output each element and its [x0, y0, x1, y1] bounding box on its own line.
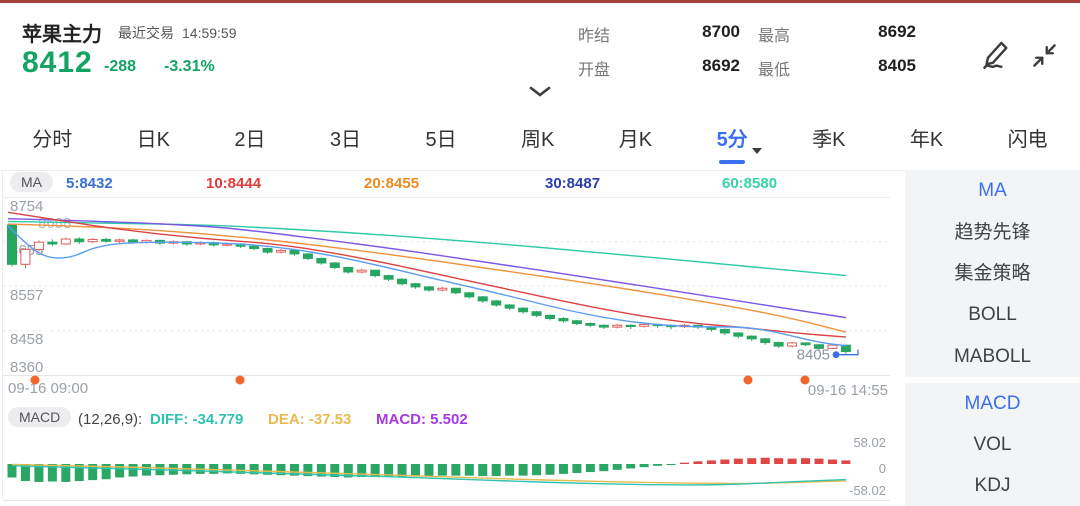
instrument-name: 苹果主力: [22, 24, 102, 46]
macd-y-tick: 0: [878, 461, 886, 476]
price-change-percent: -3.31%: [164, 58, 215, 75]
macd-dea-value: DEA: -37.53: [268, 411, 352, 428]
tab-flash[interactable]: 闪电: [1007, 128, 1048, 151]
sidebar-item-vol[interactable]: VOL: [973, 434, 1012, 455]
sidebar-item-ma[interactable]: MA: [978, 180, 1007, 202]
ma60-value: 60:8580: [722, 175, 778, 192]
macd-panel[interactable]: [0, 433, 890, 501]
pen-draw-icon[interactable]: [978, 38, 1012, 77]
tab-5min[interactable]: 5分: [715, 119, 762, 164]
last-trade-time: 14:59:59: [182, 25, 237, 41]
tab-3day[interactable]: 3日: [329, 128, 362, 151]
macd-y-tick: -58.02: [849, 483, 886, 498]
sidebar-item-trend-pioneer[interactable]: 趋势先锋: [954, 221, 1031, 243]
tab-quarterly[interactable]: 季K: [812, 128, 846, 151]
macd-y-tick: 58.02: [853, 435, 886, 450]
high-value: 8692: [878, 22, 916, 41]
last-price: 8412: [22, 46, 93, 79]
ma-badge[interactable]: MA: [10, 172, 53, 192]
ma5-value: 5:8432: [66, 175, 113, 192]
low-label: 最低: [758, 62, 791, 79]
tab-daily[interactable]: 日K: [136, 128, 170, 151]
tab-minute[interactable]: 分时: [32, 128, 73, 151]
sidebar-item-macd[interactable]: MACD: [964, 393, 1021, 414]
last-trade-row: 最近交易 14:59:59: [118, 23, 245, 43]
y-axis-tick: 8360: [10, 359, 44, 376]
prev-settle-value: 8700: [702, 22, 740, 41]
macd-bottom-border: [3, 500, 890, 501]
x-axis-end-label: 09-16 14:55: [807, 382, 888, 399]
quote-grid: 昨结 8700 最高 8692 开盘 8692 最低 8405: [578, 22, 916, 80]
tab-selected-underline: [719, 159, 746, 164]
sub-indicator-group: MACD VOL KDJ: [905, 383, 1080, 506]
sidebar-item-maboll[interactable]: MABOLL: [953, 345, 1032, 367]
tab-weekly[interactable]: 周K: [521, 128, 555, 151]
chevron-down-icon[interactable]: [529, 85, 551, 103]
tabbar-divider: [0, 170, 905, 171]
chart-left-border: [2, 172, 3, 498]
chart-bottom-border: [3, 375, 890, 376]
tab-2day[interactable]: 2日: [234, 128, 266, 151]
tab-5day[interactable]: 5日: [425, 128, 457, 151]
last-trade-label: 最近交易: [118, 25, 174, 41]
tab-monthly[interactable]: 月K: [618, 128, 653, 151]
sidebar-item-boll[interactable]: BOLL: [968, 304, 1017, 326]
macd-badge[interactable]: MACD: [8, 407, 72, 427]
macd-params: (12,26,9):: [78, 411, 143, 428]
chart-top-border: [3, 197, 890, 198]
main-candlestick-chart[interactable]: [0, 196, 890, 376]
macd-diff-value: DIFF: -34.779: [150, 411, 244, 428]
y-axis-tick: 8754: [10, 198, 44, 215]
ma20-value: 20:8455: [364, 175, 420, 192]
overlay-indicator-group: MA 趋势先锋 集金策略 BOLL MABOLL: [905, 170, 1080, 377]
tab-yearly[interactable]: 年K: [909, 128, 944, 151]
y-axis-tick: 8557: [10, 287, 44, 304]
y-axis-tick: 8458: [10, 331, 44, 348]
tab-5min-label: 5分: [716, 128, 748, 151]
price-change: -288: [104, 58, 137, 75]
macd-hist-value: MACD: 5.502: [376, 411, 468, 428]
sidebar-item-kdj[interactable]: KDJ: [974, 475, 1011, 496]
top-accent-bar: [0, 0, 1080, 3]
ma10-value: 10:8444: [206, 175, 262, 192]
prev-settle-label: 昨结: [578, 28, 611, 45]
macd-indicator-row: MACD (12,26,9): DIFF: -34.779 DEA: -37.5…: [0, 406, 890, 432]
open-label: 开盘: [578, 62, 611, 79]
collapse-icon[interactable]: [1031, 42, 1058, 74]
open-value: 8692: [702, 56, 740, 75]
ma30-value: 30:8487: [545, 175, 601, 192]
ma-indicator-row: MA 5:8432 10:8444 20:8455 30:8487 60:858…: [0, 172, 890, 196]
tab-dropdown-triangle-icon: [751, 147, 762, 154]
low-value: 8405: [878, 56, 916, 75]
x-axis-start-label: 09-16 09:00: [8, 380, 89, 397]
high-label: 最高: [758, 28, 791, 45]
y-axis-tick: 8655: [10, 242, 44, 259]
period-tabbar: 分时 日K 2日 3日 5日 周K 月K 5分 季K 年K 闪电: [0, 108, 1080, 166]
sidebar-item-fund-strategy[interactable]: 集金策略: [954, 262, 1031, 284]
indicator-sidebar: MA 趋势先锋 集金策略 BOLL MABOLL MACD VOL KDJ: [905, 170, 1080, 506]
reference-price-label: 8688: [38, 215, 72, 232]
